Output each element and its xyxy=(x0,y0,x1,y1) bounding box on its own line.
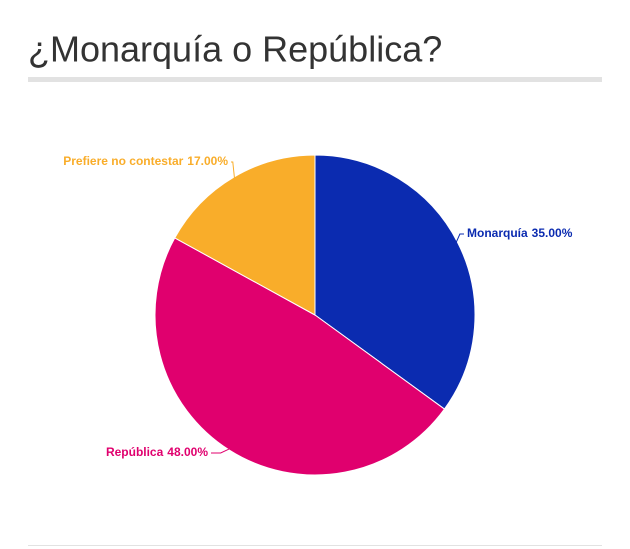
pie-slice xyxy=(314,154,476,410)
slice-value: 17.00% xyxy=(187,154,228,168)
slice-name: República xyxy=(106,445,164,459)
slice-label: Prefiere no contestar 17.00% xyxy=(63,154,228,168)
slice-value: 48.00% xyxy=(167,445,208,459)
slice-label: República 48.00% xyxy=(106,445,208,459)
leader-line xyxy=(211,447,231,454)
leader-line xyxy=(455,233,464,244)
slice-label: Monarquía 35.00% xyxy=(467,226,573,240)
leader-line xyxy=(231,161,236,180)
pie-slice xyxy=(174,154,316,316)
pie-slice xyxy=(154,237,446,476)
bottom-rule xyxy=(28,545,602,546)
title-rule xyxy=(28,77,602,82)
slice-name: Monarquía xyxy=(467,226,528,240)
slice-name: Prefiere no contestar xyxy=(63,154,183,168)
slice-value: 35.00% xyxy=(532,226,573,240)
chart-title: ¿Monarquía o República? xyxy=(28,29,442,70)
